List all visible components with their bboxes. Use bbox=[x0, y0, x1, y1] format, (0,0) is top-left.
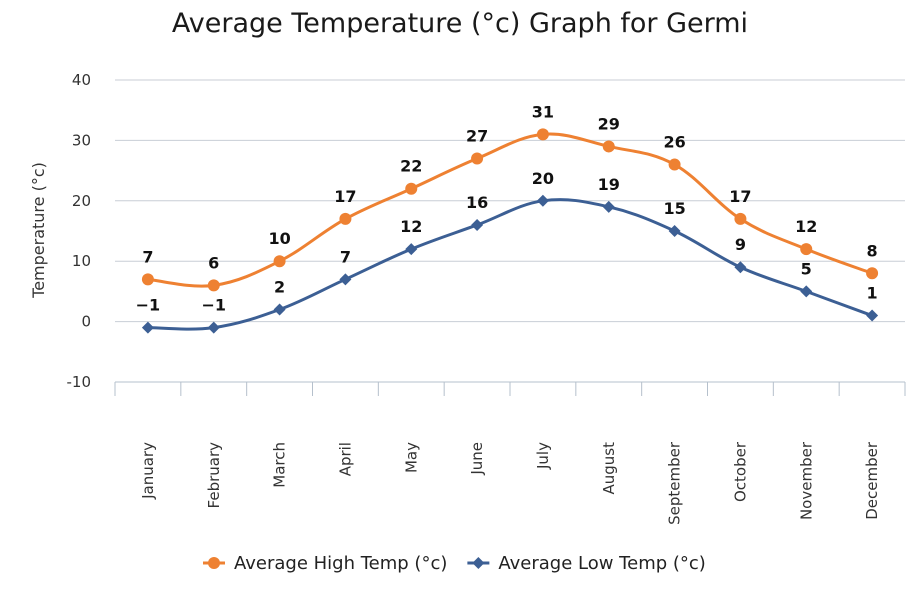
y-tick-label: 30 bbox=[72, 131, 91, 149]
data-label: 27 bbox=[466, 127, 488, 146]
data-label: 26 bbox=[663, 133, 685, 152]
data-label: 10 bbox=[268, 229, 290, 248]
data-label: 12 bbox=[795, 217, 817, 236]
data-label: 20 bbox=[532, 169, 554, 188]
data-point[interactable] bbox=[207, 321, 220, 334]
legend-marker bbox=[208, 557, 220, 569]
data-point[interactable] bbox=[273, 303, 286, 316]
data-point[interactable] bbox=[536, 128, 549, 141]
y-axis-label: Temperature (°c) bbox=[29, 162, 48, 299]
legend[interactable]: Average High Temp (°c) Average Low Temp (… bbox=[203, 553, 706, 574]
y-tick-label: 40 bbox=[72, 71, 91, 89]
data-point[interactable] bbox=[800, 243, 813, 256]
x-tick-label: June bbox=[468, 442, 486, 476]
data-label: −1 bbox=[201, 296, 226, 315]
x-tick-label: November bbox=[797, 441, 815, 520]
data-label: 5 bbox=[801, 259, 812, 278]
data-point[interactable] bbox=[471, 218, 484, 231]
series-line bbox=[147, 198, 873, 331]
data-label: 9 bbox=[735, 235, 746, 254]
data-point[interactable] bbox=[734, 261, 747, 274]
x-tick-label: May bbox=[402, 442, 420, 473]
data-label: 19 bbox=[598, 175, 620, 194]
data-point[interactable] bbox=[866, 309, 879, 322]
legend-marker bbox=[472, 557, 485, 569]
x-tick-label: December bbox=[863, 441, 881, 520]
data-point[interactable] bbox=[207, 279, 220, 292]
data-point[interactable] bbox=[800, 285, 813, 298]
x-axis: January February March April May June July Augu… bbox=[114, 381, 906, 525]
data-point[interactable] bbox=[602, 140, 615, 153]
x-tick-label: September bbox=[666, 441, 684, 525]
data-label: 22 bbox=[400, 157, 422, 176]
y-tick-label: 10 bbox=[72, 252, 91, 270]
data-point[interactable] bbox=[668, 158, 681, 171]
legend-label[interactable]: Average High Temp (°c) bbox=[234, 553, 447, 574]
data-point[interactable] bbox=[536, 194, 549, 207]
data-point[interactable] bbox=[405, 243, 418, 256]
data-label: −1 bbox=[136, 296, 161, 315]
data-point[interactable] bbox=[668, 225, 681, 237]
y-axis-ticks: -10 0 10 20 30 40 bbox=[67, 71, 92, 391]
x-tick-label: July bbox=[534, 442, 552, 470]
chart-title: Average Temperature (°c) Graph for Germi bbox=[171, 8, 749, 39]
data-label: 7 bbox=[142, 247, 153, 266]
x-tick-label: January bbox=[139, 442, 157, 500]
data-point[interactable] bbox=[602, 200, 615, 213]
data-point[interactable] bbox=[141, 273, 154, 286]
data-label: 1 bbox=[867, 284, 878, 303]
data-point[interactable] bbox=[734, 212, 747, 225]
data-label: 16 bbox=[466, 193, 488, 212]
data-point[interactable] bbox=[405, 182, 418, 195]
data-point[interactable] bbox=[273, 255, 286, 268]
data-label: 29 bbox=[598, 114, 620, 133]
x-tick-label: February bbox=[205, 442, 223, 509]
y-tick-label: 0 bbox=[81, 313, 91, 331]
y-tick-label: -10 bbox=[67, 373, 92, 391]
data-label: 8 bbox=[867, 241, 878, 260]
data-label: 31 bbox=[532, 102, 554, 121]
y-tick-label: 20 bbox=[72, 192, 91, 210]
x-tick-label: August bbox=[600, 442, 618, 495]
data-point[interactable] bbox=[866, 267, 879, 280]
legend-label[interactable]: Average Low Temp (°c) bbox=[498, 553, 705, 574]
series-layer bbox=[141, 128, 879, 334]
data-label: 6 bbox=[208, 253, 219, 272]
data-label: 15 bbox=[663, 199, 685, 218]
x-tick-label: March bbox=[271, 442, 289, 488]
data-label: 17 bbox=[729, 187, 751, 206]
data-label: 7 bbox=[340, 247, 351, 266]
x-tick-label: April bbox=[336, 442, 354, 476]
data-point[interactable] bbox=[339, 212, 352, 225]
data-point[interactable] bbox=[141, 321, 154, 334]
x-tick-label: October bbox=[731, 441, 749, 502]
data-point[interactable] bbox=[339, 273, 352, 286]
data-label: 17 bbox=[334, 187, 356, 206]
data-point[interactable] bbox=[471, 152, 484, 165]
data-label: 2 bbox=[274, 278, 285, 297]
data-label: 12 bbox=[400, 217, 422, 236]
